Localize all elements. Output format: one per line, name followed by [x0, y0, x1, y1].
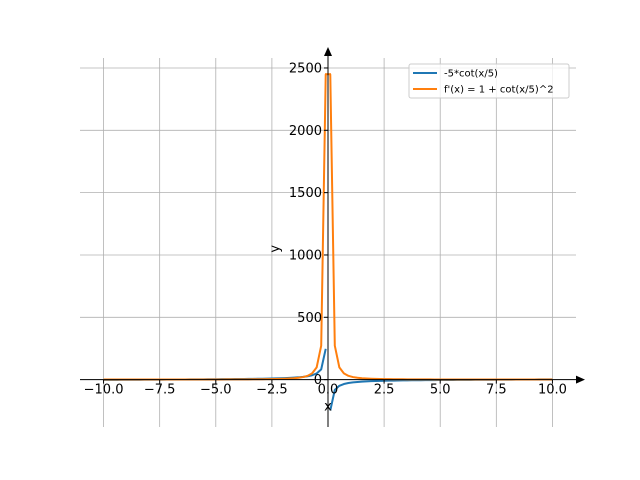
x-tick-label: 10.0 — [538, 383, 567, 398]
ticks: −10.0 −7.5 −5.0 −2.5 0.0 2.5 5.0 7.5 10.0 0 500 100… — [84, 61, 567, 397]
y-axis-label: y — [268, 245, 283, 253]
x-axis-label: x — [324, 400, 332, 415]
legend-frame — [408, 63, 570, 99]
x-tick-label: 5.0 — [430, 383, 451, 398]
x-tick-label: 2.5 — [374, 383, 395, 398]
y-tick-label: 2000 — [289, 124, 322, 139]
series-line — [329, 74, 553, 381]
legend-label: -5*cot(x/5) — [444, 69, 498, 80]
y-tick-label: 2500 — [289, 61, 322, 76]
series-line — [103, 348, 327, 381]
y-axis-arrow — [324, 47, 332, 56]
x-tick-label: 7.5 — [486, 383, 507, 398]
y-tick-label: 500 — [297, 311, 322, 326]
y-tick-label: 1500 — [289, 186, 322, 201]
y-tick-label: 1000 — [289, 248, 322, 263]
x-tick-label: 0.0 — [318, 383, 339, 398]
x-tick-label: −5.0 — [200, 383, 232, 398]
y-tick-label: 0 — [314, 373, 322, 388]
series-line — [103, 74, 327, 381]
x-axis-arrow — [576, 375, 585, 384]
x-tick-label: −10.0 — [84, 383, 124, 398]
legend: -5*cot(x/5) f'(x) = 1 + cot(x/5)^2 — [408, 63, 570, 99]
legend-label: f'(x) = 1 + cot(x/5)^2 — [444, 85, 554, 96]
x-tick-label: −7.5 — [144, 383, 176, 398]
x-tick-label: −2.5 — [256, 383, 288, 398]
axes — [80, 47, 585, 427]
